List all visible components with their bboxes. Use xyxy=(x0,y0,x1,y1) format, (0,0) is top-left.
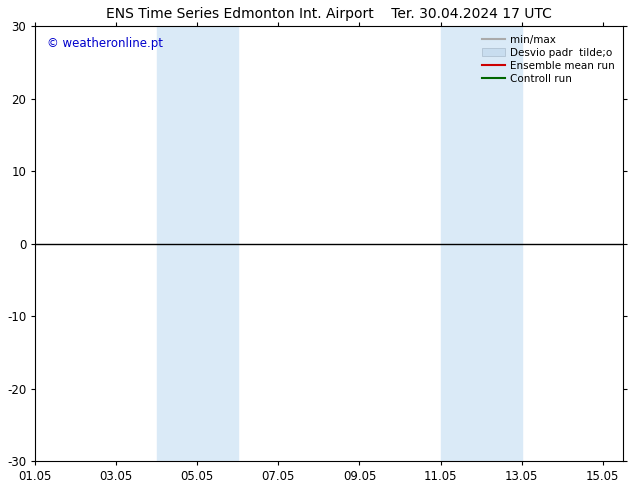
Legend: min/max, Desvio padr  tilde;o, Ensemble mean run, Controll run: min/max, Desvio padr tilde;o, Ensemble m… xyxy=(479,31,618,87)
Title: ENS Time Series Edmonton Int. Airport    Ter. 30.04.2024 17 UTC: ENS Time Series Edmonton Int. Airport Te… xyxy=(106,7,552,21)
Bar xyxy=(157,26,197,461)
Bar xyxy=(481,26,522,461)
Bar xyxy=(197,26,238,461)
Text: © weatheronline.pt: © weatheronline.pt xyxy=(47,37,163,50)
Bar xyxy=(441,26,481,461)
